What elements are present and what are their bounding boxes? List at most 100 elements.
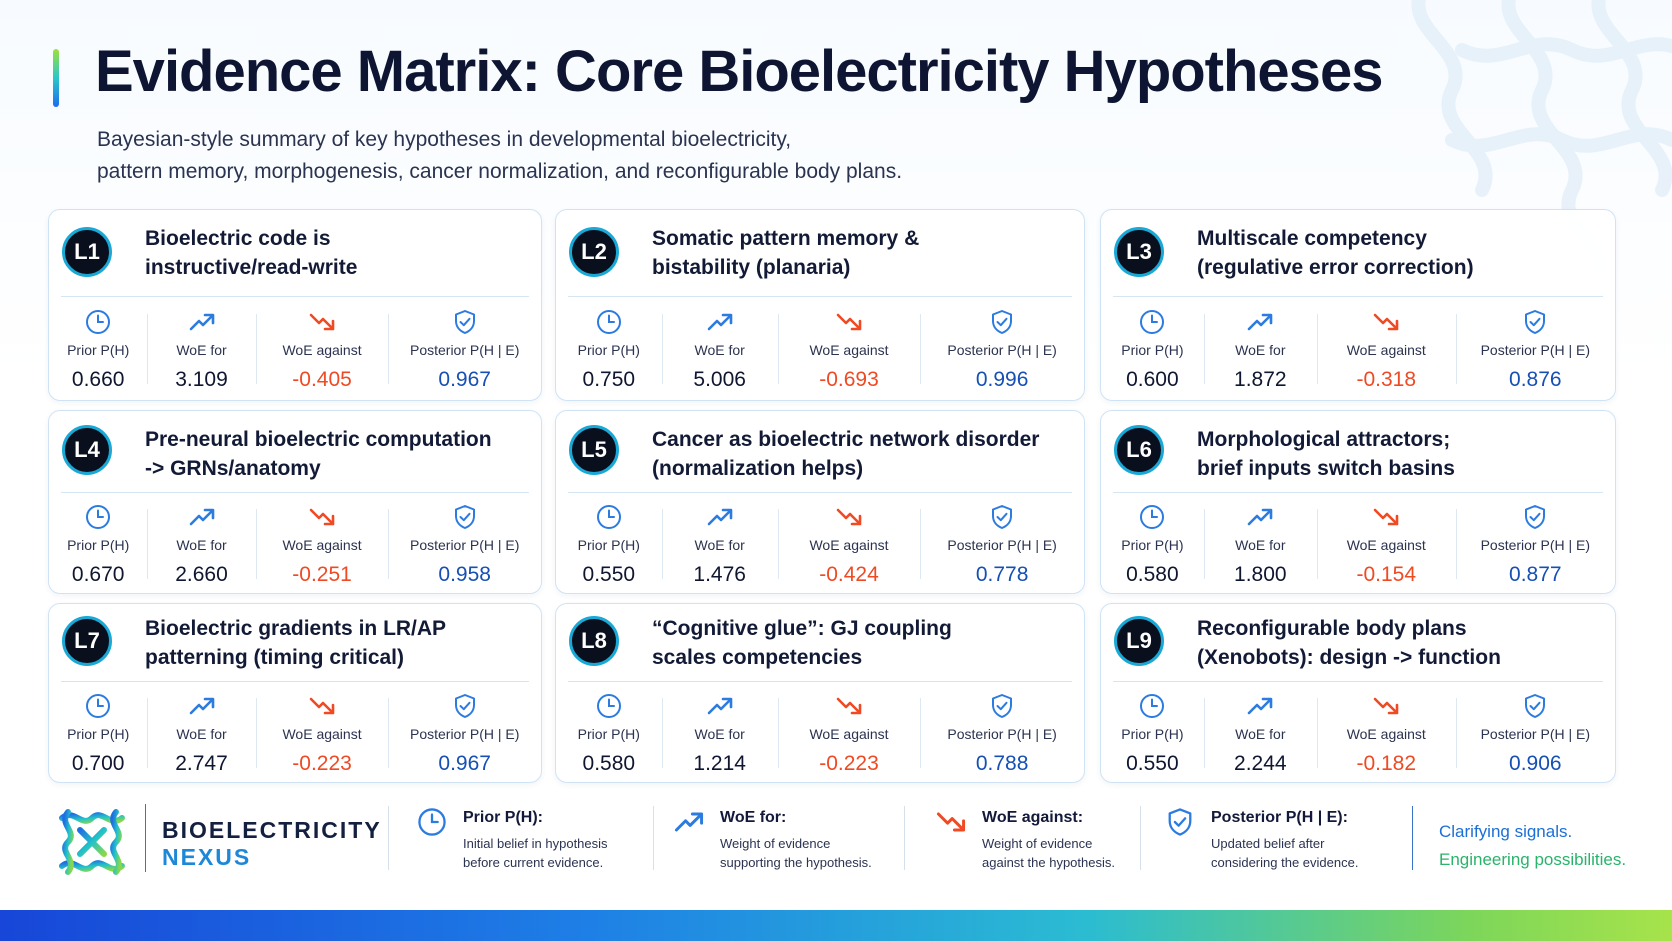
metric-value: 0.996 [975,368,1029,391]
metric-value: 0.906 [1509,752,1562,775]
bottom-gradient-bar [0,910,1672,941]
metric-row: Prior P(H) 0.660 WoE for 3.109 WoE against -0… [49,308,541,392]
metric-value: 0.877 [1509,563,1562,586]
metric-woe-against: WoE against -0.251 [255,503,389,587]
trend-up-icon [706,308,734,336]
hypothesis-title: Reconfigurable body plans (Xenobots): des… [1197,614,1601,672]
hypothesis-title-line: (regulative error correction) [1197,256,1474,279]
hypothesis-title-line: Bioelectric gradients in LR/AP [145,617,447,640]
hypothesis-badge: L6 [1114,425,1164,475]
trend-up-icon [706,692,734,720]
trend-down-icon [1372,503,1400,531]
metric-prior: Prior P(H) 0.660 [49,308,147,392]
card-divider [1113,492,1603,493]
hypothesis-title-line: Multiscale competency [1197,227,1427,250]
metric-value: -0.223 [292,752,352,775]
trend-down-icon [835,503,863,531]
hypothesis-title: Bioelectric gradients in LR/AP patterning… [145,614,527,672]
trend-down-icon [1372,692,1400,720]
metric-posterior: Posterior P(H | E) 0.876 [1455,308,1615,392]
subtitle-line: pattern memory, morphogenesis, cancer no… [97,160,903,183]
metric-value: 0.788 [975,752,1029,775]
metric-posterior: Posterior P(H | E) 0.906 [1455,692,1615,776]
clock-icon [1138,692,1166,720]
metric-label: Prior P(H) [1121,726,1184,742]
metric-value: 3.109 [175,368,228,391]
hypothesis-title-line: instructive/read-write [145,256,358,279]
tagline-secondary: Engineering possibilities. [1439,850,1627,869]
metric-label: WoE for [1235,342,1286,358]
metric-posterior: Posterior P(H | E) 0.996 [920,308,1084,392]
shield-check-icon [988,692,1016,720]
metric-label: WoE against [809,537,889,553]
metric-label: WoE against [282,726,362,742]
metric-label: WoE for [1235,537,1286,553]
metric-prior: Prior P(H) 0.700 [49,692,147,776]
metric-prior: Prior P(H) 0.670 [49,503,147,587]
metric-label: WoE against [282,537,362,553]
metric-value: -0.223 [819,752,879,775]
hypothesis-title: Pre-neural bioelectric computation -> GRN… [145,425,527,483]
hypothesis-title: Bioelectric code is instructive/read-writ… [145,224,527,282]
legend-description: Weight of evidence supporting the hypoth… [720,834,872,872]
metric-woe-for: WoE for 2.747 [147,692,255,776]
metric-label: Prior P(H) [67,726,130,742]
metric-value: 0.580 [1126,563,1179,586]
metric-woe-for: WoE for 1.872 [1203,308,1317,392]
legend-description: Weight of evidence against the hypothesi… [982,834,1115,872]
metric-value: -0.318 [1356,368,1417,391]
metric-value: 0.750 [582,368,636,391]
card-divider [568,296,1072,297]
shield-check-icon [988,308,1016,336]
metric-row: Prior P(H) 0.580 WoE for 1.800 WoE against -0… [1101,503,1615,587]
hypothesis-title-line: Bioelectric code is [145,227,331,250]
legend-title: WoE for: [720,809,787,826]
metric-label: WoE for [176,537,227,553]
metric-woe-against: WoE against -0.154 [1316,503,1456,587]
brand-name: BIOELECTRICITY [162,817,382,843]
trend-up-icon [1246,692,1274,720]
metric-row: Prior P(H) 0.700 WoE for 2.747 WoE against -0… [49,692,541,776]
card-divider [1113,296,1603,297]
legend-description-line: Weight of evidence [720,836,831,851]
hypothesis-title-line: (normalization helps) [652,457,864,480]
hypothesis-title: “Cognitive glue”: GJ coupling scales comp… [652,614,1070,672]
shield-check-icon [451,692,479,720]
metric-label: WoE against [809,726,889,742]
metric-woe-for: WoE for 5.006 [661,308,778,392]
hypothesis-title-line: Reconfigurable body plans [1197,617,1467,640]
hypothesis-card: L5 Cancer as bioelectric network disorder… [555,410,1085,594]
metric-posterior: Posterior P(H | E) 0.967 [388,308,541,392]
hypothesis-title: Somatic pattern memory & bistability (pla… [652,224,1070,282]
card-divider [1113,681,1603,682]
card-divider [61,681,529,682]
metric-label: WoE for [176,726,227,742]
hypothesis-badge: L3 [1114,227,1164,277]
legend-divider [388,806,389,870]
metric-value: -0.251 [292,563,352,586]
metric-label: WoE for [694,726,745,742]
legend-description-line: supporting the hypothesis. [720,855,872,870]
trend-up-icon [188,308,216,336]
card-divider [568,492,1072,493]
metric-label: Posterior P(H | E) [409,537,520,553]
hypothesis-badge: L1 [62,227,112,277]
metric-prior: Prior P(H) 0.580 [1101,503,1204,587]
hypothesis-card: L9 Reconfigurable body plans (Xenobots): d… [1100,603,1616,783]
metric-prior: Prior P(H) 0.550 [556,503,662,587]
metric-value: 1.872 [1234,368,1287,391]
metric-label: WoE against [1346,537,1426,553]
hypothesis-badge: L2 [569,227,619,277]
metric-woe-against: WoE against -0.693 [777,308,921,392]
metric-value: 2.244 [1234,752,1287,775]
metric-value: 0.958 [438,563,491,586]
shield-check-icon [1521,692,1549,720]
legend-description: Initial belief in hypothesis before curr… [463,834,608,872]
hypothesis-card: L2 Somatic pattern memory & bistability (p… [555,209,1085,401]
metric-label: Prior P(H) [67,537,130,553]
shield-check-icon [1164,806,1196,838]
hypothesis-title-line: Morphological attractors; [1197,428,1451,451]
trend-down-icon [308,503,336,531]
metric-value: 0.550 [1126,752,1179,775]
legend-description-line: considering the evidence. [1211,855,1359,870]
